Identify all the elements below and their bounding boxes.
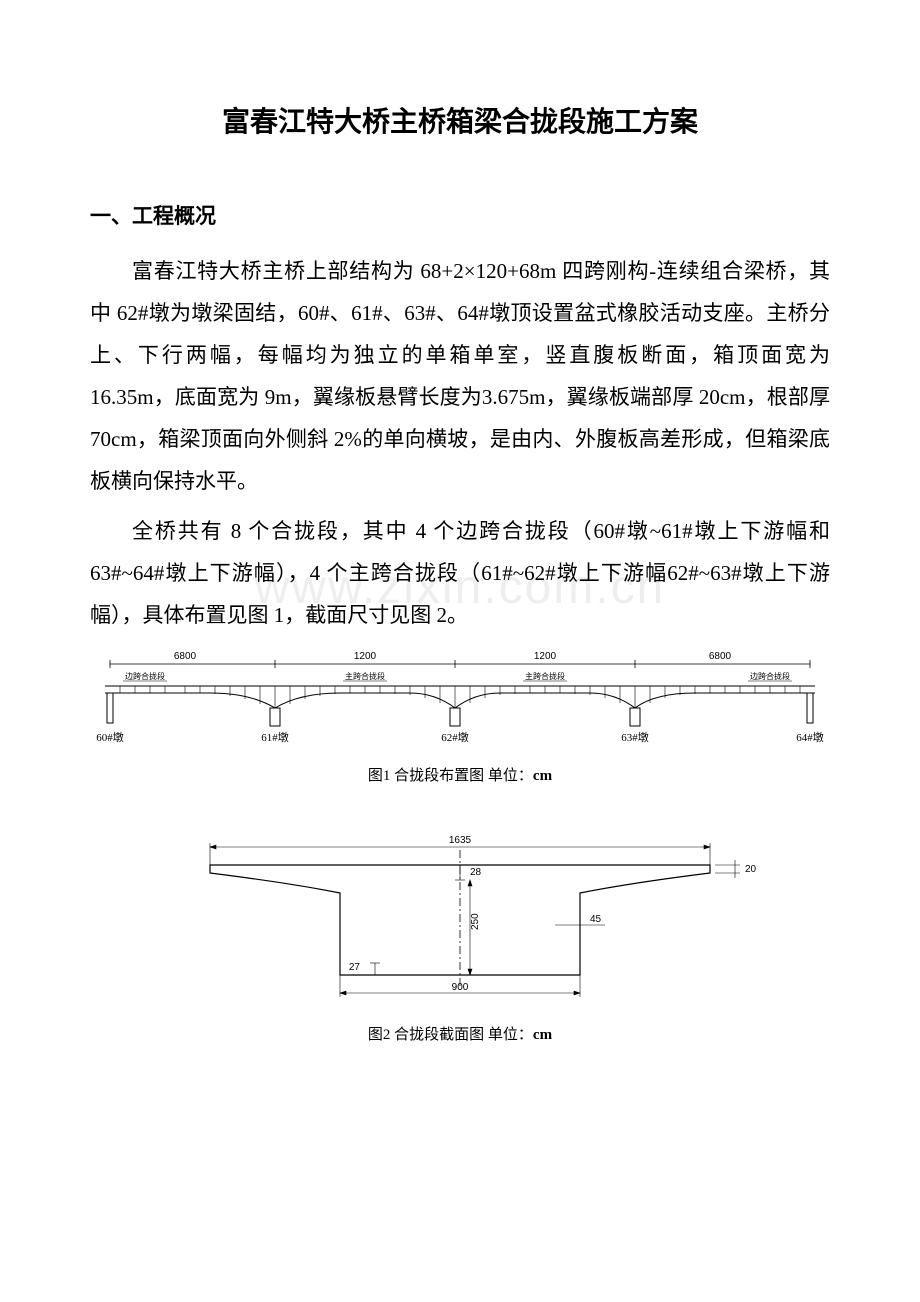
span-1-label: 6800 <box>174 651 197 662</box>
document-title: 富春江特大桥主桥箱梁合拢段施工方案 <box>90 100 830 140</box>
main-closure-label-2: 主跨合拢段 <box>525 671 565 681</box>
figure-2: 1635 20 28 250 <box>90 825 830 1044</box>
section-1-heading: 一、工程概况 <box>90 200 830 230</box>
cross-section-diagram: 1635 20 28 250 <box>160 825 760 1015</box>
dim-web: 45 <box>590 914 602 925</box>
pier-60-label: 60#墩 <box>96 730 124 744</box>
dim-edge-thick: 20 <box>745 864 757 875</box>
dim-bottom-thick: 27 <box>349 962 361 973</box>
pier-62-label: 62#墩 <box>441 730 469 744</box>
figure-1-caption: 图1 合拢段布置图 单位：cm <box>90 764 830 785</box>
pier-64-label: 64#墩 <box>796 730 824 744</box>
bridge-elevation-diagram: 6800 1200 1200 6800 边跨合拢段 主跨合拢段 主跨合拢段 边跨… <box>90 646 830 756</box>
figure-1: 6800 1200 1200 6800 边跨合拢段 主跨合拢段 主跨合拢段 边跨… <box>90 646 830 785</box>
edge-closure-label-2: 边跨合拢段 <box>750 671 790 681</box>
edge-closure-label-1: 边跨合拢段 <box>125 671 165 681</box>
span-3-label: 1200 <box>534 651 557 662</box>
dim-bottom-width: 900 <box>452 982 469 993</box>
dim-top-width: 1635 <box>449 835 472 846</box>
paragraph-2: 全桥共有 8 个合拢段，其中 4 个边跨合拢段（60#墩~61#墩上下游幅和 6… <box>90 510 830 636</box>
figure-2-caption: 图2 合拢段截面图 单位：cm <box>90 1023 830 1044</box>
paragraph-1: 富春江特大桥主桥上部结构为 68+2×120+68m 四跨刚构-连续组合梁桥，其… <box>90 250 830 502</box>
dim-height: 250 <box>470 913 481 930</box>
pier-63-label: 63#墩 <box>621 730 649 744</box>
dim-top-thick: 28 <box>470 867 482 878</box>
span-2-label: 1200 <box>354 651 377 662</box>
span-4-label: 6800 <box>709 651 732 662</box>
main-closure-label-1: 主跨合拢段 <box>345 671 385 681</box>
pier-61-label: 61#墩 <box>261 730 289 744</box>
